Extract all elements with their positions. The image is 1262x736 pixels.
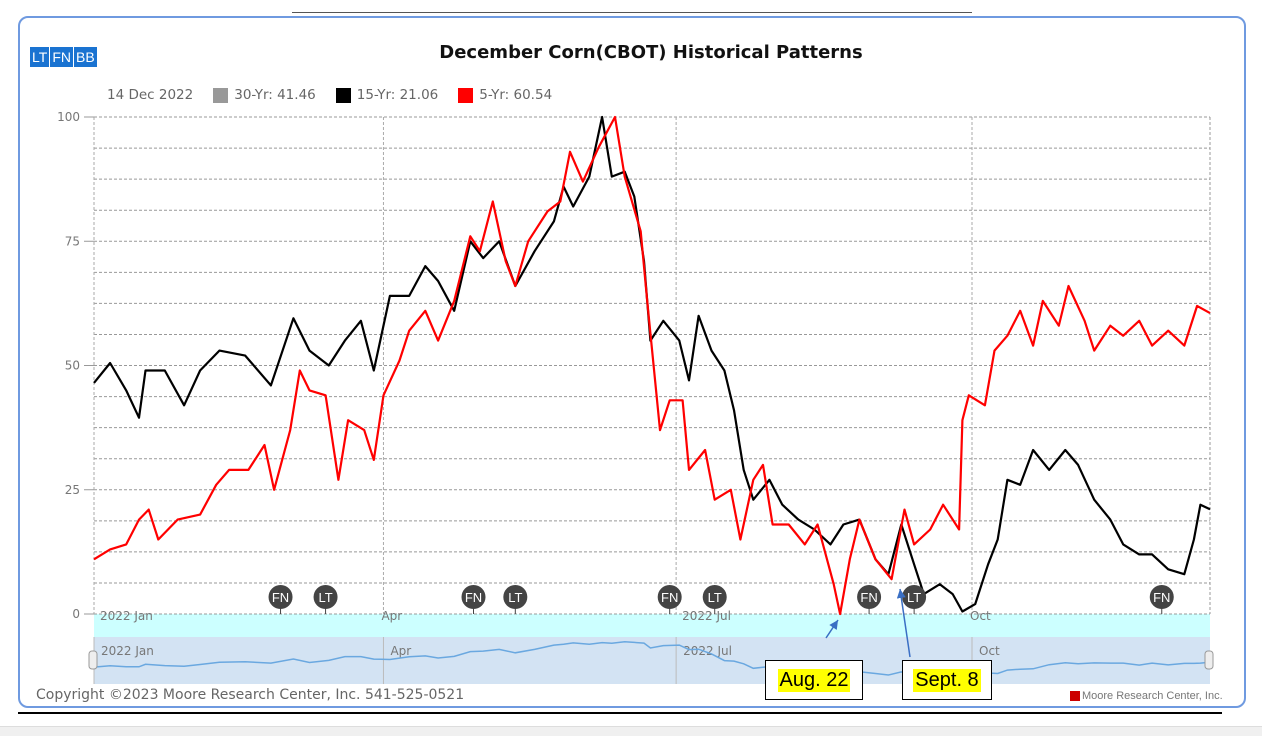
marker-circle <box>657 585 682 609</box>
x-tick-label: 2022 Jan <box>100 609 153 623</box>
annotation-label: Aug. 22 <box>777 668 851 692</box>
navigator <box>94 637 1210 684</box>
brand: Moore Research Center, Inc. <box>1070 690 1223 702</box>
marker-label: FN <box>272 590 289 605</box>
legend-swatch-5yr <box>458 87 474 103</box>
fn-button[interactable]: FN <box>50 47 73 67</box>
marker-circle <box>857 585 882 609</box>
marker-circle <box>461 585 486 609</box>
top-divider <box>292 12 972 13</box>
x-tick-label: Apr <box>381 609 402 623</box>
marker-lt[interactable]: LT <box>902 585 927 614</box>
marker-label: LT <box>708 590 722 605</box>
annotation-arrow-sept8 <box>896 588 911 658</box>
navigator-tick-label: 2022 Jul <box>683 644 732 658</box>
legend-15yr[interactable]: 15-Yr: 21.06 <box>356 87 439 103</box>
y-tick-label: 100 <box>57 110 80 124</box>
marker-fn[interactable]: FN <box>857 585 882 614</box>
navigator-tick-label: Apr <box>390 644 411 658</box>
legend-swatch-15yr <box>335 87 351 103</box>
marker-fn[interactable]: FN <box>461 585 486 614</box>
brand-logo-icon <box>1070 691 1080 701</box>
marker-circle <box>902 585 927 609</box>
navigator-tick-label: Oct <box>979 644 1000 658</box>
y-tick-label: 0 <box>72 607 80 621</box>
annotation-sept8: Sept. 8 <box>902 660 992 700</box>
copyright: Copyright ©2023 Moore Research Center, I… <box>36 687 465 703</box>
marker-circle <box>1149 585 1174 609</box>
marker-label: LT <box>907 590 921 605</box>
marker-circle <box>313 585 338 609</box>
legend-swatch-30yr <box>213 87 229 103</box>
marker-lt[interactable]: LT <box>313 585 338 614</box>
marker-label: LT <box>318 590 332 605</box>
marker-label: FN <box>1153 590 1170 605</box>
marker-lt[interactable]: LT <box>702 585 727 614</box>
plot-band <box>94 614 1210 637</box>
legend-30yr[interactable]: 30-Yr: 41.46 <box>234 87 316 103</box>
marker-fn[interactable]: FN <box>657 585 682 614</box>
legend-date: 14 Dec 2022 <box>107 87 194 103</box>
chart-frame <box>18 16 1246 708</box>
navigator-line <box>93 641 1211 680</box>
marker-lt[interactable]: LT <box>503 585 528 614</box>
marker-label: FN <box>860 590 877 605</box>
marker-circle <box>503 585 528 609</box>
y-tick-label: 75 <box>65 234 80 248</box>
lt-button[interactable]: LT <box>30 47 50 67</box>
navigator-tick-label: 2022 Jan <box>101 644 154 658</box>
annotation-label: Sept. 8 <box>913 668 981 692</box>
marker-fn[interactable]: FN <box>1149 585 1174 614</box>
marker-label: FN <box>465 590 482 605</box>
bottom-divider <box>18 712 1222 714</box>
x-tick-label: 2022 Jul <box>682 609 731 623</box>
marker-circle <box>268 585 293 609</box>
marker-circle <box>702 585 727 609</box>
legend: 14 Dec 2022 30-Yr: 41.46 15-Yr: 21.06 5-… <box>107 87 552 103</box>
legend-5yr[interactable]: 5-Yr: 60.54 <box>479 87 553 103</box>
series-line-5-yr <box>93 115 1211 616</box>
navigator-handle-right[interactable] <box>1204 650 1214 670</box>
bottom-band <box>0 726 1262 736</box>
chart-title: December Corn(CBOT) Historical Patterns <box>439 42 863 63</box>
bb-button[interactable]: BB <box>73 47 97 67</box>
y-tick-label: 50 <box>65 359 80 373</box>
chart-toolbar: LT FN BB <box>30 47 97 67</box>
annotation-aug22: Aug. 22 <box>765 660 863 700</box>
marker-label: FN <box>661 590 678 605</box>
x-tick-label: Oct <box>970 609 991 623</box>
series-line-15-yr <box>93 115 1211 613</box>
annotation-arrow-aug22 <box>825 619 839 639</box>
marker-fn[interactable]: FN <box>268 585 293 614</box>
navigator-handle-left[interactable] <box>88 650 98 670</box>
marker-label: LT <box>508 590 522 605</box>
y-tick-label: 25 <box>65 483 80 497</box>
brand-label: Moore Research Center, Inc. <box>1082 690 1223 702</box>
